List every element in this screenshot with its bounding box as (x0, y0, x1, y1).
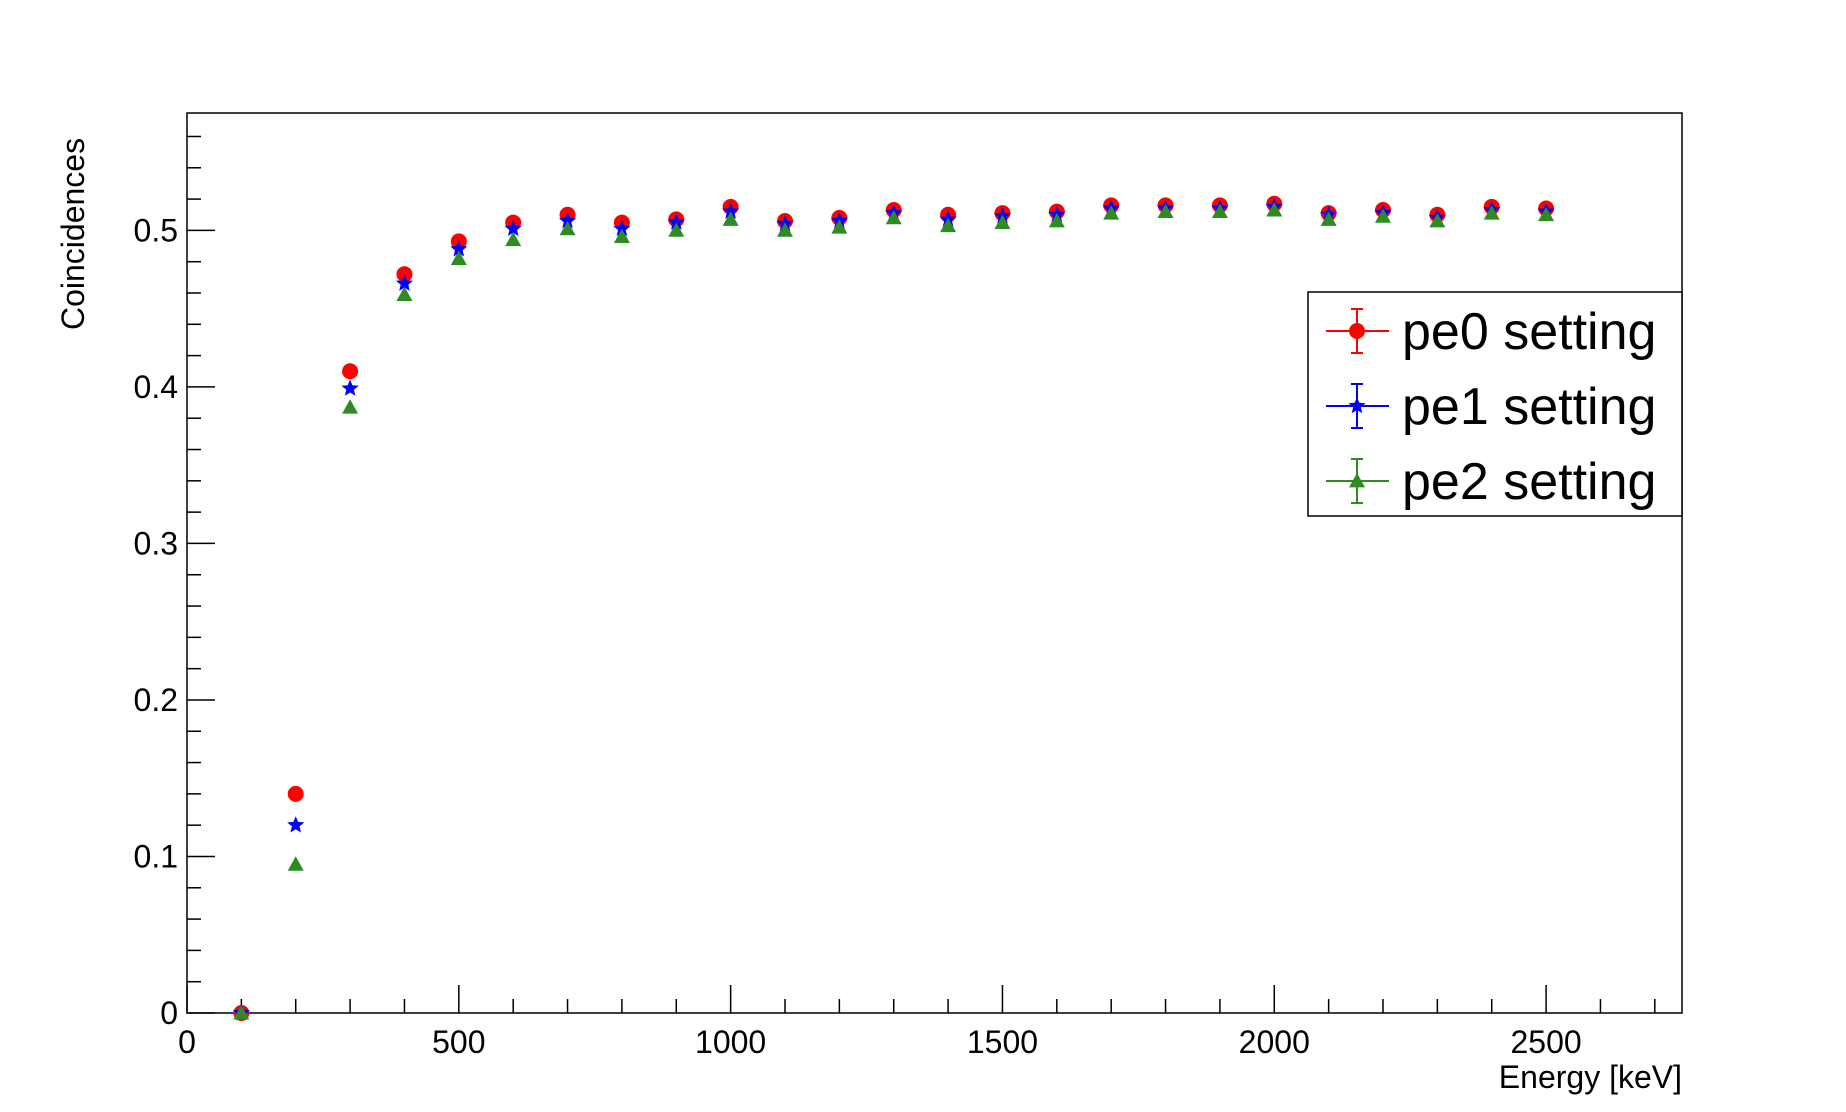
y-axis-title: Coincidences (55, 138, 91, 330)
data-point (505, 231, 522, 247)
data-point (1211, 203, 1228, 219)
data-point (342, 399, 359, 414)
legend-entry-2: pe2 setting (1326, 453, 1656, 511)
legend-label: pe1 setting (1402, 378, 1656, 436)
legend-entry-0: pe0 setting (1326, 303, 1656, 361)
legend-marker (1349, 323, 1365, 339)
data-point (1266, 202, 1283, 217)
data-point (396, 266, 413, 283)
data-point (668, 222, 685, 237)
data-point (559, 220, 576, 236)
legend-label: pe0 setting (1402, 303, 1656, 361)
legend-entry-1: pe1 setting (1326, 378, 1656, 436)
data-markers (232, 195, 1555, 1021)
y-tick-label: 0 (160, 995, 178, 1031)
data-point (777, 222, 793, 237)
data-point (885, 209, 902, 225)
y-tick-label: 0.4 (134, 369, 178, 405)
data-point (722, 202, 740, 219)
data-point (1538, 206, 1555, 222)
data-point (940, 217, 957, 233)
data-point (667, 213, 685, 230)
x-tick-label: 2500 (1510, 1024, 1581, 1060)
y-tick-label: 0.2 (134, 682, 178, 718)
data-point (994, 214, 1011, 229)
data-point (1375, 208, 1391, 223)
data-point (287, 816, 305, 833)
series-2 (233, 202, 1555, 1020)
data-point (395, 274, 413, 291)
data-point (1103, 205, 1120, 220)
data-point (1320, 211, 1337, 226)
data-point (504, 219, 522, 237)
plot-frame (186, 112, 1683, 1014)
legend-marker (1349, 473, 1365, 488)
data-point (1483, 205, 1500, 220)
data-point (396, 286, 413, 301)
x-tick-label: 1000 (695, 1024, 766, 1060)
axes: 0 500 1000 1500 2000 2500 0 0.1 0.2 0.3 0.4 0.5 (134, 135, 1656, 1060)
data-point (831, 219, 848, 234)
data-point (450, 240, 468, 257)
y-tick-label: 0.1 (134, 838, 178, 874)
x-tick-label: 500 (432, 1024, 485, 1060)
data-point (722, 211, 739, 226)
data-point (613, 219, 631, 237)
legend-box (1307, 291, 1683, 517)
data-point (287, 785, 304, 802)
data-point (559, 212, 577, 229)
x-tick-label: 0 (178, 1024, 196, 1060)
data-point (287, 856, 304, 871)
data-point (233, 1005, 250, 1020)
data-point (341, 379, 359, 396)
x-axis-title: Energy [keV] (1499, 1059, 1682, 1095)
legend-marker (1348, 397, 1366, 414)
data-point (1429, 213, 1446, 228)
legend-label: pe2 setting (1402, 453, 1656, 511)
legend: pe0 setting pe1 setting pe2 setting (1307, 291, 1683, 517)
y-tick-label: 0.3 (134, 525, 178, 561)
data-point (450, 250, 467, 265)
x-tick-label: 1500 (967, 1024, 1038, 1060)
x-tick-label: 2000 (1239, 1024, 1310, 1060)
data-point (1048, 213, 1065, 228)
data-point (342, 363, 359, 380)
data-point (613, 228, 630, 244)
y-tick-label: 0.5 (134, 212, 178, 248)
data-point (1157, 203, 1174, 219)
